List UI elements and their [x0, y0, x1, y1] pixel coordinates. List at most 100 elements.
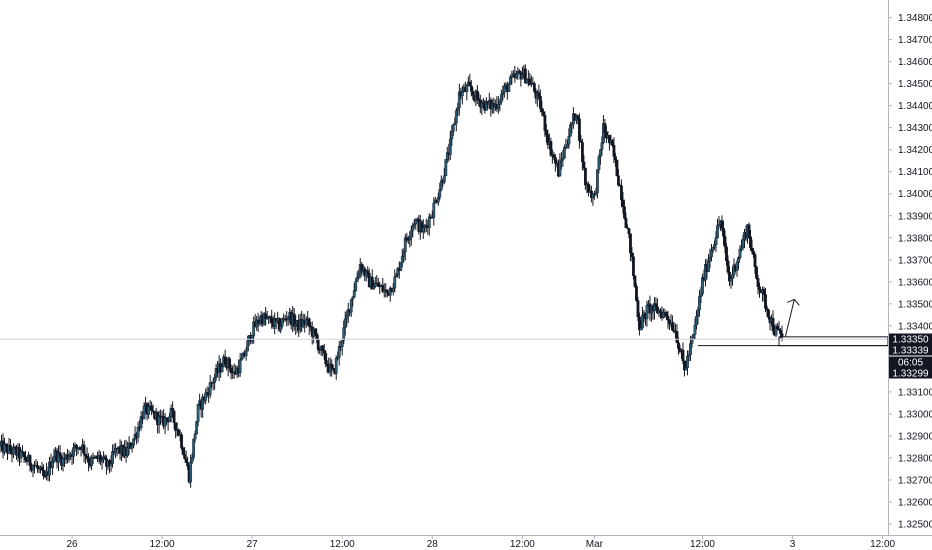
- candle-body: [454, 110, 458, 124]
- candle-body: [671, 322, 674, 331]
- time-tick-label: 12:00: [690, 539, 715, 550]
- price-tick-label: 1.34000: [898, 189, 932, 200]
- candle-body: [738, 249, 742, 258]
- candle-body: [385, 289, 389, 293]
- candle-body: [699, 293, 703, 297]
- candle-body: [52, 455, 56, 462]
- arrow-drawing-shaft[interactable]: [784, 299, 795, 337]
- candle-body: [391, 287, 395, 292]
- candle-body: [614, 156, 617, 161]
- candle-body: [708, 256, 712, 262]
- candle-body: [623, 206, 626, 219]
- candle-body: [408, 236, 412, 240]
- candle-body: [48, 461, 51, 476]
- candle-body: [372, 286, 376, 290]
- candle-body: [735, 262, 739, 271]
- candle-body: [192, 438, 196, 458]
- candle-body: [633, 275, 637, 287]
- price-tick-label: 1.32500: [898, 519, 932, 530]
- candle-body: [502, 86, 506, 93]
- price-tick-label: 1.33400: [898, 321, 932, 332]
- time-tick-label: 12:00: [150, 539, 175, 550]
- candle-body: [87, 458, 90, 463]
- candle-body: [337, 346, 341, 358]
- candle-body: [22, 452, 26, 457]
- candle-body: [313, 328, 317, 334]
- candle-body: [432, 202, 436, 218]
- candle-body: [252, 321, 256, 337]
- candle-body: [307, 318, 311, 327]
- candle-body: [698, 296, 701, 311]
- candle-body: [620, 185, 623, 201]
- candle-body: [130, 444, 134, 449]
- candle-body: [342, 327, 346, 341]
- candle-body: [740, 247, 743, 250]
- candle-body: [468, 81, 472, 86]
- candle-body: [553, 157, 557, 164]
- price-tick-label: 1.34800: [898, 13, 932, 24]
- candle-body: [552, 154, 556, 158]
- candle-body: [583, 167, 587, 186]
- time-tick-label: 3: [790, 539, 796, 550]
- candle-body: [109, 463, 113, 466]
- candle-body: [42, 469, 45, 477]
- candle-body: [659, 310, 662, 313]
- candle-body: [635, 286, 638, 301]
- candle-body: [471, 91, 475, 96]
- candle-body: [61, 458, 65, 466]
- candle-body: [456, 107, 460, 111]
- price-tick-label: 1.33000: [898, 409, 932, 420]
- candle-body: [325, 363, 329, 367]
- candle-body: [186, 462, 190, 467]
- candle-body: [532, 83, 536, 92]
- price-axis[interactable]: 1.34800 1.34700 1.34600 1.34500 1.34400 1.343…: [888, 13, 932, 530]
- candle-body: [72, 447, 75, 457]
- price-tick-label: 1.34500: [898, 79, 932, 90]
- price-tick-label: 1.33100: [898, 387, 932, 398]
- time-tick-label: 12:00: [870, 539, 895, 550]
- candle-body: [193, 433, 197, 440]
- time-axis[interactable]: 26 12:00 27 12:00 28 12:00 Mar 12:00 3 12:00: [66, 535, 896, 550]
- candle-body: [714, 237, 718, 245]
- candles-group: [0, 64, 784, 488]
- candle-body: [421, 227, 425, 232]
- candle-body: [684, 367, 688, 371]
- candle-body: [103, 456, 107, 459]
- candle-body: [294, 324, 298, 327]
- candle-body: [195, 421, 199, 435]
- price-tick-label: 1.33500: [898, 299, 932, 310]
- candle-body: [240, 358, 244, 361]
- candle-body: [304, 319, 308, 325]
- candle-body: [204, 392, 208, 401]
- time-tick-label: 26: [66, 539, 78, 550]
- candle-body: [737, 257, 740, 263]
- candle-body: [315, 333, 319, 340]
- candle-body: [774, 326, 778, 336]
- candle-body: [279, 325, 283, 331]
- candle-body: [85, 455, 89, 459]
- candle-body: [701, 277, 704, 294]
- candle-body: [196, 404, 200, 422]
- candle-body: [675, 331, 679, 343]
- candle-body: [577, 118, 581, 141]
- price-label-badge: [889, 344, 932, 356]
- candle-body: [180, 434, 184, 449]
- candle-body: [544, 130, 548, 136]
- candle-body: [40, 467, 44, 471]
- candle-body: [621, 199, 625, 207]
- candle-body: [373, 283, 377, 287]
- candle-body: [469, 85, 473, 92]
- candle-body: [190, 457, 194, 463]
- candle-body: [600, 142, 604, 150]
- candle-body: [171, 408, 175, 412]
- price-tick-label: 1.34200: [898, 145, 932, 156]
- candle-body: [617, 175, 620, 186]
- candle-body: [514, 74, 518, 78]
- candle-body: [632, 256, 635, 276]
- candle-body: [450, 131, 454, 140]
- candle-body: [334, 357, 338, 374]
- candle-body: [436, 197, 440, 203]
- candle-body: [710, 250, 713, 258]
